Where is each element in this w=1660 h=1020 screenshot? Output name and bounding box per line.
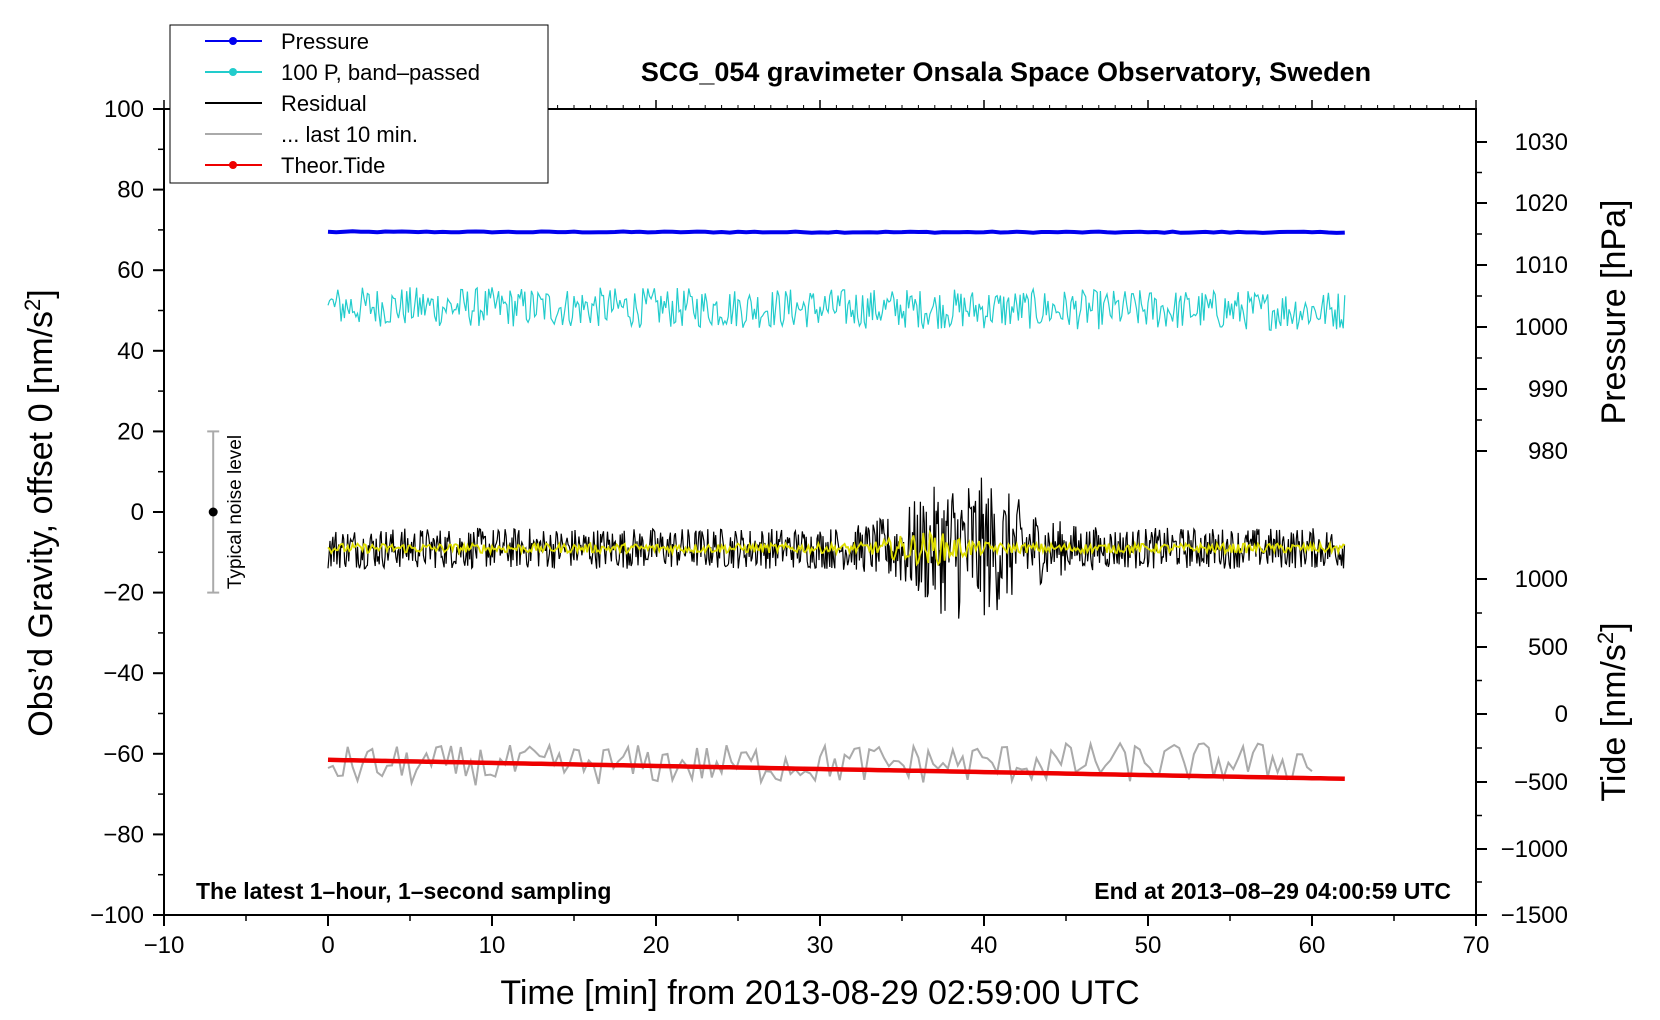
legend-marker (229, 161, 237, 169)
legend-label: Residual (281, 91, 367, 116)
x-tick-label: 60 (1299, 932, 1326, 959)
sampling-note: The latest 1–hour, 1–second sampling (196, 878, 611, 904)
x-tick-label: 30 (807, 932, 834, 959)
x-tick-label: 0 (321, 932, 334, 959)
y-tick-label: 80 (117, 177, 144, 204)
right-tick-label: 980 (1528, 438, 1568, 465)
right-tick-label: 1020 (1515, 190, 1568, 217)
y-tick-label: 100 (104, 96, 144, 123)
x-tick-label: 20 (643, 932, 670, 959)
legend-label: ... last 10 min. (281, 122, 418, 147)
end-time-note: End at 2013–08–29 04:00:59 UTC (1094, 878, 1451, 904)
y-tick-label: −80 (103, 821, 144, 848)
y-tick-label: 40 (117, 338, 144, 365)
legend-label: 100 P, band–passed (281, 60, 480, 85)
right-tick-label: −500 (1514, 769, 1568, 796)
right-tick-label: 1000 (1515, 314, 1568, 341)
x-axis-title: Time [min] from 2013-08-29 02:59:00 UTC (500, 974, 1139, 1012)
chart-title: SCG_054 gravimeter Onsala Space Observat… (641, 57, 1371, 87)
y-tick-label: −60 (103, 741, 144, 768)
theoretical-tide-series (327, 757, 1345, 782)
x-tick-label: 70 (1463, 932, 1490, 959)
y-axis-title: Obs’d Gravity, offset 0 [nm/s2] (20, 289, 60, 736)
noise-level-point (208, 507, 218, 517)
y-tick-label: 20 (117, 418, 144, 445)
y-tick-label: 60 (117, 257, 144, 284)
right-tick-label: −1500 (1501, 902, 1568, 929)
x-axis: −10 0 10 20 30 40 50 60 70 (144, 100, 1490, 959)
right-tick-label: 0 (1555, 701, 1568, 728)
y-tick-label: −20 (103, 580, 144, 607)
x-tick-label: 40 (971, 932, 998, 959)
x-tick-label: 50 (1135, 932, 1162, 959)
y-axis-right: 1030 1020 1010 1000 990 980 1000 500 0 −500 −1000 −… (1476, 129, 1568, 929)
legend-marker (229, 37, 237, 45)
smoothed-residual-series (327, 529, 1346, 567)
noise-level-bar: Typical noise level (207, 430, 246, 594)
residual-series (327, 477, 1346, 619)
pressure-series (327, 229, 1345, 235)
right-tick-label: 990 (1528, 376, 1568, 403)
tide-axis-title: Tide [nm/s2] (1593, 622, 1633, 801)
last-10-min-series (327, 740, 1313, 787)
right-tick-label: 1000 (1515, 566, 1568, 593)
legend: Pressure 100 P, band–passed Residual ... la… (169, 24, 549, 184)
legend-marker (229, 68, 237, 76)
y-tick-label: 0 (131, 499, 144, 526)
y-axis-left: 100 80 60 40 20 0 −20 −40 −60 −80 −100 (90, 96, 164, 929)
y-tick-label: −40 (103, 660, 144, 687)
right-tick-label: 1010 (1515, 252, 1568, 279)
legend-label: Theor.Tide (281, 153, 385, 178)
right-tick-label: −1000 (1501, 836, 1568, 863)
legend-label: Pressure (281, 29, 369, 54)
bandpassed-pressure-series (327, 286, 1346, 332)
right-tick-label: 500 (1528, 634, 1568, 661)
noise-level-label: Typical noise level (225, 435, 246, 589)
x-tick-label: −10 (144, 932, 185, 959)
pressure-axis-title: Pressure [hPa] (1595, 200, 1633, 425)
y-tick-label: −100 (90, 902, 144, 929)
x-tick-label: 10 (479, 932, 506, 959)
series-layer (327, 229, 1346, 787)
right-tick-label: 1030 (1515, 129, 1568, 156)
